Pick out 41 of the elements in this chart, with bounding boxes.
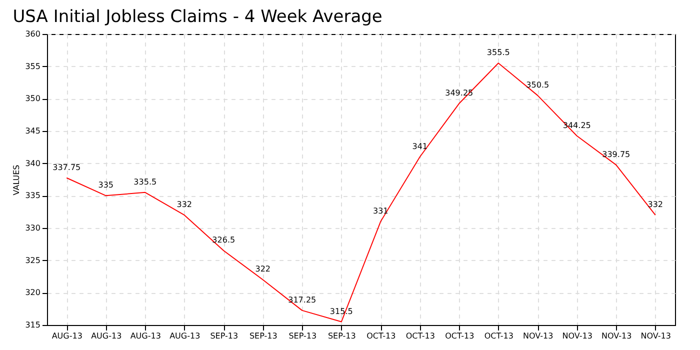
x-tick-label: NOV-13	[523, 332, 554, 340]
x-tick-label: OCT-13	[406, 332, 435, 340]
data-label: 332	[176, 200, 192, 210]
data-label: 337.75	[52, 162, 81, 172]
x-tick-label: AUG-13	[52, 332, 82, 340]
y-tick-label: 345	[25, 126, 40, 136]
chart-title: USA Initial Jobless Claims - 4 Week Average	[12, 7, 382, 27]
data-label: 335.5	[134, 177, 157, 186]
y-tick-label: 350	[25, 94, 40, 104]
data-label: 322	[255, 264, 271, 274]
x-tick-label: SEP-13	[288, 332, 317, 340]
y-tick-label: 360	[25, 30, 40, 38]
y-tick-label: 315	[25, 320, 40, 330]
x-tick-label: NOV-13	[562, 332, 592, 340]
data-label: 317.25	[288, 295, 316, 304]
x-tick-label: OCT-13	[484, 332, 514, 340]
x-tick-label: OCT-13	[366, 332, 396, 340]
data-label: 331	[372, 206, 388, 216]
y-tick-label: 330	[25, 224, 40, 232]
x-tick-label: SEP-13	[210, 332, 238, 340]
data-label: 341	[412, 142, 428, 151]
y-tick-label: 325	[25, 256, 40, 265]
data-label: 339.75	[602, 150, 630, 159]
x-tick-label: AUG-13	[130, 332, 161, 340]
x-tick-label: OCT-13	[445, 332, 474, 340]
data-label: 355.5	[486, 48, 510, 58]
data-label: 326.5	[212, 236, 236, 245]
data-label: 350.5	[526, 80, 550, 90]
data-label: 332	[648, 200, 664, 210]
x-tick-label: NOV-13	[640, 332, 671, 340]
y-tick-label: 320	[25, 288, 40, 298]
x-tick-label: AUG-13	[170, 332, 200, 340]
data-label: 335	[98, 180, 114, 190]
x-tick-label: SEP-13	[249, 332, 278, 340]
y-tick-label: 340	[25, 158, 40, 168]
y-tick-label: 355	[25, 62, 40, 71]
x-tick-label: AUG-13	[91, 332, 122, 340]
y-axis-title: VALUES	[12, 164, 22, 196]
x-tick-label: SEP-13	[328, 332, 356, 340]
x-tick-label: NOV-13	[602, 332, 632, 340]
y-tick-label: 335	[25, 191, 40, 200]
